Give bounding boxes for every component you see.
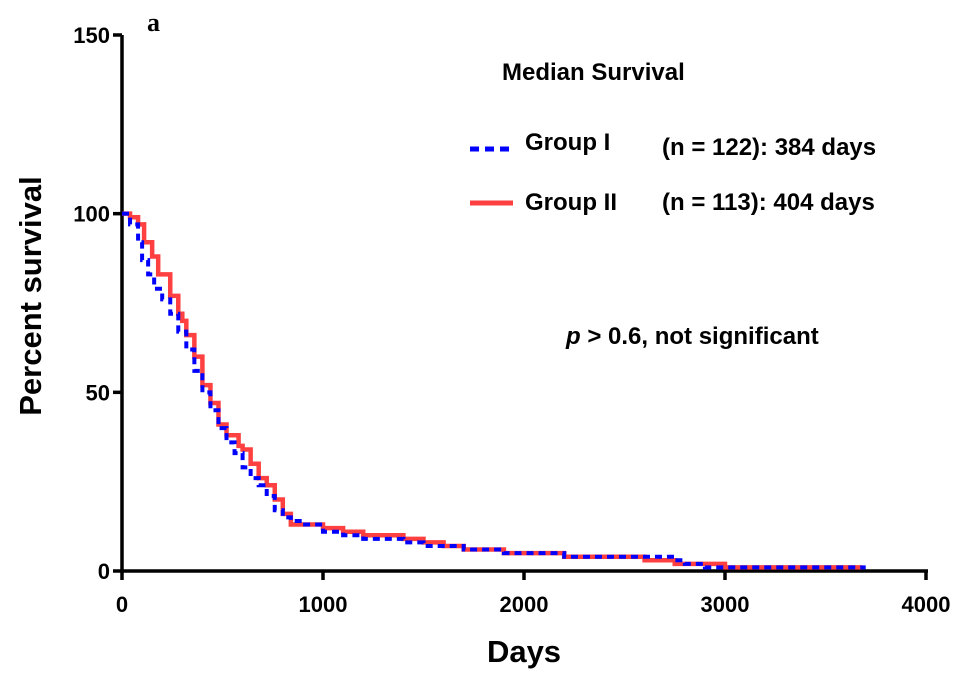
y-ticks: 0 50 100 150 xyxy=(73,23,122,584)
y-axis-title: Percent survival xyxy=(13,176,48,416)
x-tick-label: 3000 xyxy=(701,592,750,617)
y-tick-label: 0 xyxy=(98,559,110,584)
legend-label-group-2: Group II xyxy=(525,189,617,216)
x-tick-label: 4000 xyxy=(902,592,951,617)
y-tick-label: 100 xyxy=(73,202,110,227)
y-tick-label: 150 xyxy=(73,23,110,48)
panel-label: a xyxy=(147,8,160,37)
legend-title: Median Survival xyxy=(502,59,685,86)
series-line-group-ii xyxy=(122,211,862,570)
series-group xyxy=(122,211,866,570)
legend-note-group-1: (n = 122): 384 days xyxy=(662,134,876,161)
p-symbol: p xyxy=(565,323,581,350)
x-tick-label: 2000 xyxy=(500,592,549,617)
x-tick-label: 1000 xyxy=(299,592,348,617)
p-value-text: > 0.6, not significant xyxy=(581,323,819,350)
axes xyxy=(120,35,928,573)
x-tick-label: 0 xyxy=(116,592,128,617)
legend: Median Survival Group I (n = 122): 384 d… xyxy=(470,59,876,216)
p-value-annotation: p > 0.6, not significant xyxy=(565,323,819,350)
x-ticks: 0 1000 2000 3000 4000 xyxy=(116,571,951,617)
x-axis-title: Days xyxy=(487,634,561,669)
y-tick-label: 50 xyxy=(86,380,110,405)
legend-note-group-2: (n = 113): 404 days xyxy=(662,189,875,216)
series-line-group-i xyxy=(122,211,866,570)
legend-label-group-1: Group I xyxy=(525,129,610,156)
